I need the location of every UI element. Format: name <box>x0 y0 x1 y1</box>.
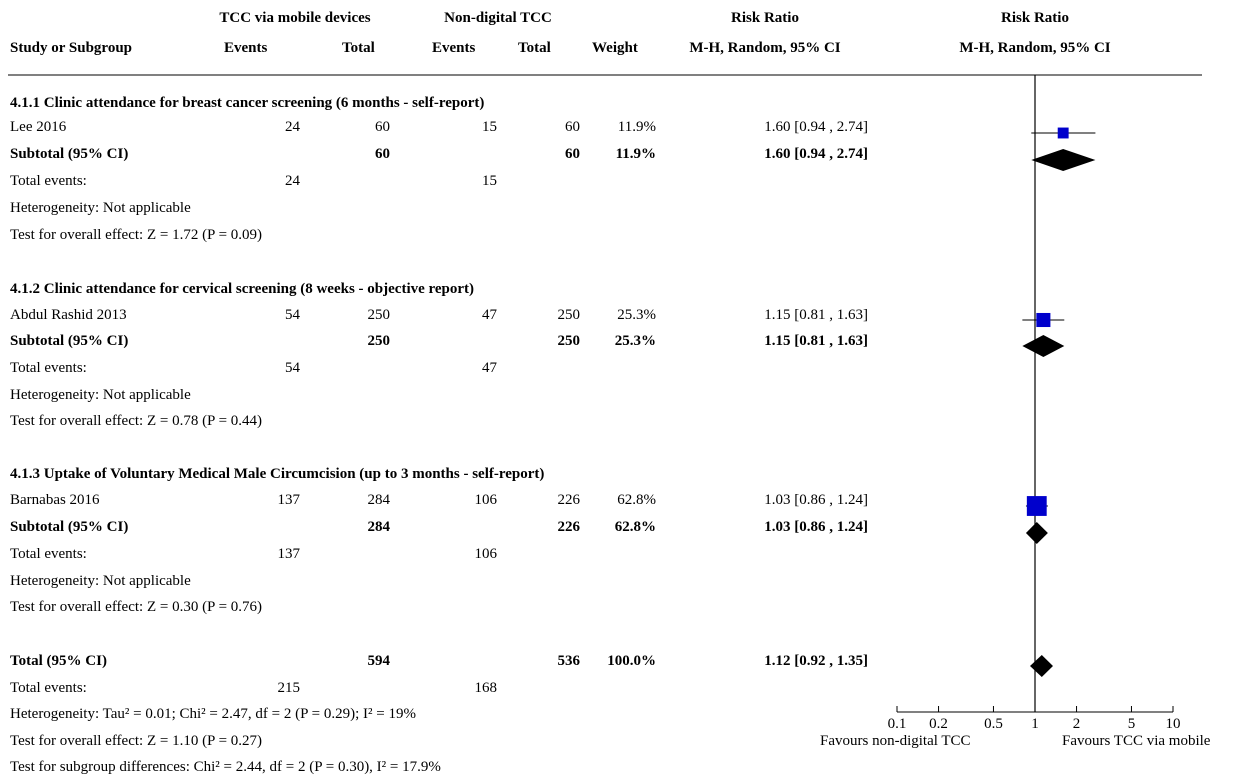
study-col-header: Study or Subgroup <box>10 40 133 56</box>
subtotal-ci: 1.60 [0.94 , 2.74] <box>764 146 868 162</box>
total1: 284 <box>367 492 391 508</box>
subtotal-total2: 60 <box>565 146 580 162</box>
events-e1: 24 <box>285 173 300 189</box>
events-e2: 15 <box>482 173 497 189</box>
x-axis: 0.1 0.2 0.5 1 2 5 10 <box>888 706 1181 732</box>
subtotal-diamond <box>1031 149 1096 171</box>
events2: 15 <box>482 119 497 135</box>
ci: 1.15 [0.81 , 1.63] <box>764 307 868 323</box>
plot-title: Risk Ratio <box>1001 10 1069 26</box>
events-e2: 47 <box>482 360 497 376</box>
heterogeneity: Heterogeneity: Not applicable <box>10 200 191 216</box>
weight: 25.3% <box>617 307 656 323</box>
total2-header: Total <box>518 40 551 56</box>
overall-diamond <box>1030 655 1053 677</box>
rr-method-header: M-H, Random, 95% CI <box>689 40 841 56</box>
total-total2: 536 <box>557 653 581 669</box>
rr-title: Risk Ratio <box>731 10 799 26</box>
subtotal-weight: 25.3% <box>614 333 656 349</box>
forest-marks <box>1022 75 1096 712</box>
total2: 250 <box>557 307 581 323</box>
events1-header: Events <box>224 40 268 56</box>
total2: 226 <box>557 492 581 508</box>
total-events-e1: 215 <box>277 680 301 696</box>
subtotal-ci: 1.03 [0.86 , 1.24] <box>764 519 868 535</box>
tick-label: 0.1 <box>888 716 907 732</box>
heterogeneity: Heterogeneity: Not applicable <box>10 387 191 403</box>
weight-header: Weight <box>592 40 638 56</box>
subtotal-label: Subtotal (95% CI) <box>10 146 129 162</box>
study-name: Lee 2016 <box>10 119 67 135</box>
weight: 62.8% <box>617 492 656 508</box>
study-name: Abdul Rashid 2013 <box>10 307 127 323</box>
study-marker <box>1057 127 1069 139</box>
overall-effect: Test for overall effect: Z = 0.30 (P = 0… <box>10 599 263 615</box>
plot-method-header: M-H, Random, 95% CI <box>959 40 1111 56</box>
subtotal-total1: 284 <box>367 519 391 535</box>
total-events-label: Total events: <box>10 680 87 696</box>
tick-label: 10 <box>1166 716 1181 732</box>
ci: 1.60 [0.94 , 2.74] <box>764 119 868 135</box>
tick-label: 0.5 <box>984 716 1003 732</box>
events-label: Total events: <box>10 173 87 189</box>
total-weight: 100.0% <box>607 653 656 669</box>
total-overall-effect: Test for overall effect: Z = 1.10 (P = 0… <box>10 733 263 749</box>
subtotal-total2: 250 <box>557 333 581 349</box>
study-marker <box>1026 496 1047 516</box>
total1: 250 <box>367 307 391 323</box>
events-e1: 137 <box>277 546 301 562</box>
total-events-e2: 168 <box>474 680 498 696</box>
group2-header: Non-digital TCC <box>444 10 552 26</box>
events-label: Total events: <box>10 546 87 562</box>
subtotal-diamond <box>1022 335 1065 357</box>
total1-header: Total <box>342 40 375 56</box>
subtotal-weight: 62.8% <box>614 519 656 535</box>
subgroup-title: 4.1.2 Clinic attendance for cervical scr… <box>10 281 475 297</box>
tick-label: 1 <box>1031 716 1039 732</box>
subtotal-total1: 60 <box>375 146 390 162</box>
tick-label: 0.2 <box>929 716 948 732</box>
total-heterogeneity: Heterogeneity: Tau² = 0.01; Chi² = 2.47,… <box>10 706 416 722</box>
heterogeneity: Heterogeneity: Not applicable <box>10 573 191 589</box>
weight: 11.9% <box>617 119 656 135</box>
overall-effect: Test for overall effect: Z = 1.72 (P = 0… <box>10 227 263 243</box>
events1: 137 <box>277 492 301 508</box>
favours-right-label: Favours TCC via mobile <box>1062 733 1211 749</box>
subtotal-total2: 226 <box>557 519 581 535</box>
total-total1: 594 <box>367 653 391 669</box>
events2: 106 <box>474 492 498 508</box>
events2-header: Events <box>432 40 476 56</box>
events2: 47 <box>482 307 497 323</box>
overall-effect: Test for overall effect: Z = 0.78 (P = 0… <box>10 413 263 429</box>
tick-label: 5 <box>1128 716 1136 732</box>
events-e2: 106 <box>474 546 498 562</box>
events-label: Total events: <box>10 360 87 376</box>
events-e1: 54 <box>285 360 300 376</box>
group1-header: TCC via mobile devices <box>219 10 371 26</box>
subtotal-ci: 1.15 [0.81 , 1.63] <box>764 333 868 349</box>
events1: 24 <box>285 119 300 135</box>
subtotal-label: Subtotal (95% CI) <box>10 519 129 535</box>
subtotal-label: Subtotal (95% CI) <box>10 333 129 349</box>
subtotal-weight: 11.9% <box>615 146 656 162</box>
subgroup-differences: Test for subgroup differences: Chi² = 2.… <box>10 759 441 775</box>
subgroup-title: 4.1.1 Clinic attendance for breast cance… <box>10 95 485 111</box>
favours-left-label: Favours non-digital TCC <box>820 733 971 749</box>
study-name: Barnabas 2016 <box>10 492 100 508</box>
total-ci: 1.12 [0.92 , 1.35] <box>764 653 868 669</box>
subtotal-total1: 250 <box>367 333 391 349</box>
tick-label: 2 <box>1073 716 1081 732</box>
total2: 60 <box>565 119 580 135</box>
total-label: Total (95% CI) <box>10 653 107 669</box>
total1: 60 <box>375 119 390 135</box>
subgroup-title: 4.1.3 Uptake of Voluntary Medical Male C… <box>10 466 545 482</box>
study-marker <box>1036 312 1051 328</box>
ci: 1.03 [0.86 , 1.24] <box>764 492 868 508</box>
events1: 54 <box>285 307 300 323</box>
subtotal-diamond <box>1025 522 1048 544</box>
